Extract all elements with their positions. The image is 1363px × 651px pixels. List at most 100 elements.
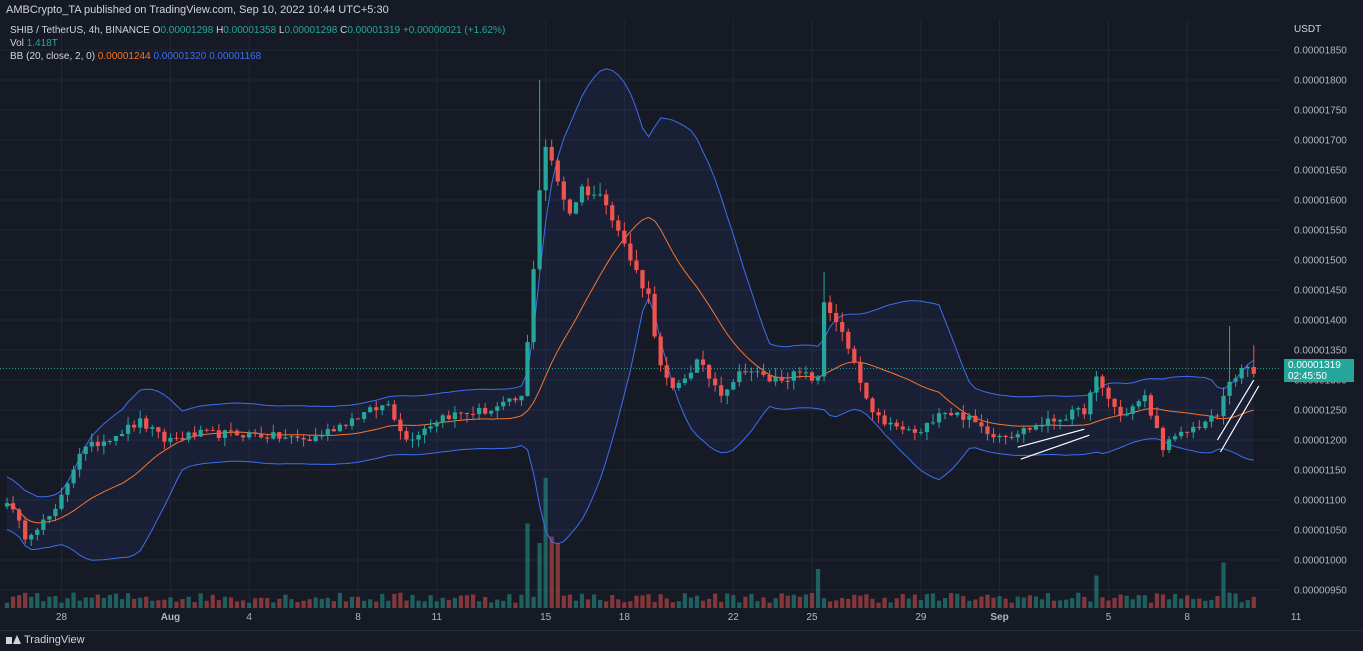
volume-bar: [416, 600, 421, 608]
candle-body: [967, 415, 972, 420]
price-axis[interactable]: 0.00000950 0.00001000 0.00001050 0.00001100…: [1281, 20, 1363, 630]
volume-bar: [301, 600, 306, 608]
candle-body: [827, 302, 833, 314]
volume-bar: [277, 598, 282, 608]
volume-bar: [1136, 595, 1141, 608]
trendline: [1017, 428, 1085, 448]
candle-body: [501, 401, 506, 407]
candle-body: [204, 429, 209, 431]
candle-body: [591, 194, 597, 196]
volume-bar: [1251, 596, 1256, 608]
volume-bar: [253, 598, 258, 608]
volume-bar: [519, 594, 524, 608]
volume-bar: [361, 600, 367, 608]
candle-body: [713, 378, 718, 386]
price-chart[interactable]: 0.00000950 0.00001000 0.00001050 0.00001100…: [0, 20, 1363, 630]
candle-body: [719, 385, 724, 396]
candles[interactable]: [4, 80, 1256, 546]
volume-bar: [973, 599, 978, 608]
tradingview-logo[interactable]: TradingView: [6, 634, 85, 646]
trendline-parallel: [1219, 385, 1260, 453]
volume-bar: [392, 593, 397, 608]
candle-body: [35, 529, 40, 535]
volume-bar: [1051, 600, 1057, 608]
candle-body: [355, 418, 361, 420]
volume-bar: [1003, 598, 1008, 608]
chart-svg[interactable]: 0.00000950 0.00001000 0.00001050 0.00001100…: [0, 20, 1363, 630]
candle-body: [283, 437, 288, 439]
candle-body: [374, 407, 379, 411]
volume-bar: [337, 592, 343, 608]
candle-body: [834, 313, 839, 323]
candle-body: [174, 437, 179, 439]
volume-bar: [265, 598, 270, 608]
volume-bar: [95, 594, 100, 608]
volume-bar: [1239, 602, 1244, 608]
candle-body: [543, 146, 548, 191]
volume-bar: [1148, 602, 1153, 608]
candle-body: [53, 508, 58, 517]
current-price-badge: 0.00001319 02:45:50: [1284, 359, 1354, 382]
trendlines[interactable]: [1017, 379, 1260, 460]
candle-body: [1003, 435, 1008, 437]
volume-bar: [1112, 597, 1117, 608]
volume-bar: [59, 602, 64, 608]
volume-bar: [561, 595, 566, 608]
volume-bar: [755, 601, 760, 608]
volume-bar: [289, 599, 294, 608]
time-axis[interactable]: 28 Aug 4 8 11 15 18 22 25 29 Sep 5 8 11: [56, 612, 1302, 623]
candle-body: [1082, 408, 1087, 415]
volume-bar: [543, 478, 548, 608]
candle-body: [144, 418, 149, 429]
volume-bar: [1064, 599, 1069, 608]
candle-body: [434, 422, 439, 427]
candle-body: [598, 194, 603, 196]
volume-bar: [1221, 562, 1226, 608]
y-tick-label: 0.00001700: [1294, 136, 1347, 147]
x-tick-label: 18: [619, 612, 631, 623]
candle-body: [65, 483, 70, 495]
volume-bar: [53, 596, 58, 608]
x-tick-label: Sep: [990, 612, 1008, 623]
x-tick-label: 29: [915, 612, 927, 623]
x-tick-label: 8: [355, 612, 361, 623]
candle-body: [301, 437, 306, 440]
volume-bar: [858, 595, 863, 608]
candle-body: [325, 429, 330, 436]
legend-bb-lower: 0.00001168: [209, 51, 262, 62]
x-tick-label: 5: [1106, 612, 1112, 623]
volume-bar: [198, 593, 203, 608]
volume-bar: [1106, 600, 1111, 608]
volume-bar: [1021, 597, 1026, 608]
volume-bar: [83, 597, 88, 608]
volume-bar: [882, 597, 887, 608]
candle-body: [210, 430, 215, 432]
volume-bar: [900, 594, 905, 608]
volume-bar: [961, 596, 966, 608]
volume-bar: [501, 600, 506, 608]
volume-bar: [936, 600, 942, 608]
candle-body: [404, 431, 409, 440]
x-tick-label: 25: [806, 612, 818, 623]
candle-body: [985, 426, 990, 435]
volume-bar: [313, 597, 318, 608]
volume-bar: [531, 596, 536, 608]
candle-body: [640, 270, 645, 289]
candle-body: [610, 205, 615, 221]
candle-body: [1203, 421, 1208, 429]
candle-body: [1045, 418, 1051, 426]
legend-change: +0.00000021 (+1.62%): [402, 25, 506, 36]
candle-body: [168, 437, 173, 442]
volume-bar: [150, 600, 155, 608]
candle-body: [1009, 436, 1014, 438]
volume-bar: [41, 601, 46, 608]
candle-body: [452, 412, 458, 420]
candle-body: [1215, 415, 1220, 417]
candle-body: [1166, 439, 1172, 451]
candle-body: [507, 398, 512, 402]
volume-bar: [476, 601, 482, 608]
volume-bar: [713, 593, 718, 608]
currency-label: USDT: [1294, 24, 1322, 35]
volume-bar: [591, 594, 597, 608]
volume-bar: [1070, 598, 1075, 608]
